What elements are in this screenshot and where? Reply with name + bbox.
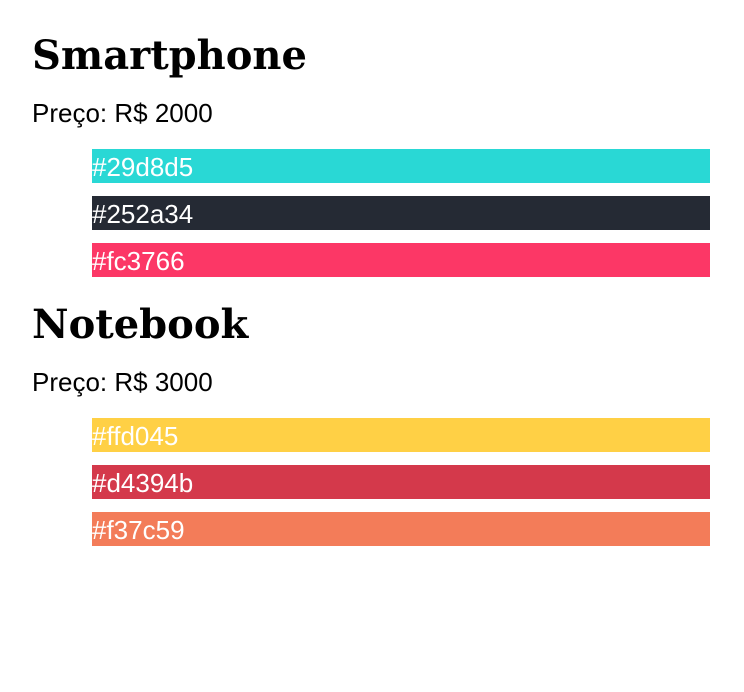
color-swatch: #252a34: [92, 196, 710, 230]
product-title: Smartphone: [32, 32, 307, 79]
product-title: Notebook: [32, 301, 249, 348]
price-label: Preço: R$: [32, 98, 148, 128]
price-label: Preço: R$: [32, 367, 148, 397]
product-list: Smartphone Preço: R$ 2000 #29d8d5 #252a3…: [32, 28, 744, 546]
price-value: 3000: [154, 367, 213, 397]
color-list: #ffd045 #d4394b #f37c59: [32, 418, 744, 546]
product-smartphone: Smartphone Preço: R$ 2000 #29d8d5 #252a3…: [32, 28, 744, 277]
color-swatch: #ffd045: [92, 418, 710, 452]
color-swatch: #f37c59: [92, 512, 710, 546]
product-price: Preço: R$ 3000: [32, 366, 744, 398]
color-swatch: #fc3766: [92, 243, 710, 277]
color-swatch: #d4394b: [92, 465, 710, 499]
color-list: #29d8d5 #252a34 #fc3766: [32, 149, 744, 277]
product-price: Preço: R$ 2000: [32, 97, 744, 129]
price-value: 2000: [154, 98, 213, 128]
product-notebook: Notebook Preço: R$ 3000 #ffd045 #d4394b …: [32, 297, 744, 546]
color-swatch: #29d8d5: [92, 149, 710, 183]
